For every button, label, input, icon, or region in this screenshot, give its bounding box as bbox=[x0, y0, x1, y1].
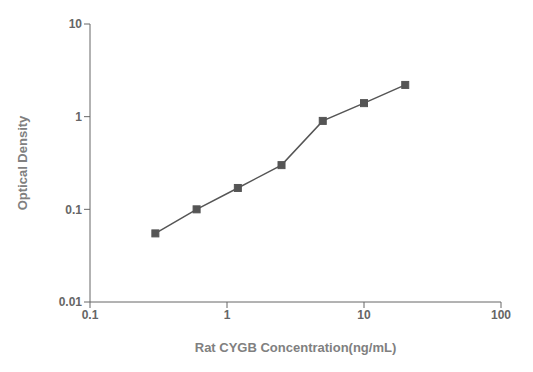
svg-text:Optical Density: Optical Density bbox=[15, 115, 30, 210]
svg-text:1: 1 bbox=[224, 308, 231, 322]
svg-text:10: 10 bbox=[357, 308, 371, 322]
svg-text:100: 100 bbox=[491, 308, 511, 322]
svg-text:0.1: 0.1 bbox=[82, 308, 99, 322]
svg-text:Rat CYGB Concentration(ng/mL): Rat CYGB Concentration(ng/mL) bbox=[195, 340, 397, 355]
svg-text:0.01: 0.01 bbox=[59, 295, 83, 309]
svg-text:0.1: 0.1 bbox=[65, 203, 82, 217]
svg-text:1: 1 bbox=[75, 110, 82, 124]
svg-text:10: 10 bbox=[69, 17, 83, 31]
